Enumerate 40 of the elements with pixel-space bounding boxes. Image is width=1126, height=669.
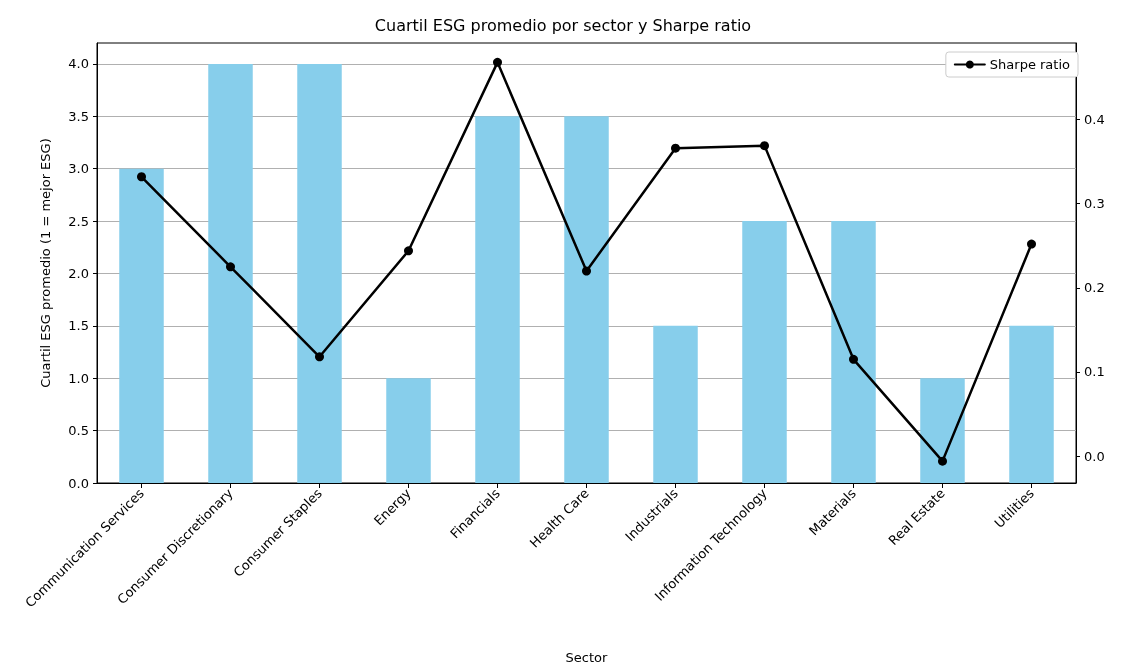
bar (653, 325, 698, 483)
bar (1009, 325, 1054, 483)
y-axis-title: Cuartil ESG promedio (1 = mejor ESG) (38, 138, 53, 388)
y2-tick-label: 0.3 (1084, 196, 1105, 212)
point (938, 456, 947, 466)
y2-tick-label: 0.1 (1084, 364, 1105, 380)
point (671, 143, 680, 153)
point (226, 262, 235, 272)
bar (742, 221, 787, 483)
x-axis-title: Sector (565, 650, 609, 665)
point (493, 57, 502, 67)
y2-tick-label: 0.4 (1084, 112, 1105, 128)
y-tick-label: 3.0 (68, 161, 89, 177)
y2-tick-label: 0.0 (1084, 448, 1105, 464)
point (315, 352, 324, 362)
y-tick-label: 0.0 (68, 475, 89, 491)
bar (831, 221, 876, 483)
legend-label: Sharpe ratio (989, 57, 1071, 72)
y-tick-label: 4.0 (68, 56, 89, 72)
y-tick-label: 1.5 (68, 318, 89, 334)
bar (297, 63, 342, 483)
y-tick-label: 2.5 (68, 213, 89, 229)
bar (564, 116, 609, 483)
point (1027, 239, 1036, 249)
point (404, 246, 413, 256)
y-tick-label: 0.5 (68, 423, 89, 439)
point (582, 266, 591, 276)
chart-title: Cuartil ESG promedio por sector y Sharpe ratio (374, 15, 752, 35)
bar (119, 168, 164, 483)
y-tick-label: 3.5 (68, 108, 89, 124)
bar (920, 378, 965, 483)
point (137, 172, 146, 182)
y-tick-label: 1.0 (68, 370, 89, 386)
bar (475, 116, 520, 483)
point (849, 354, 858, 364)
y2-tick-label: 0.2 (1084, 280, 1105, 296)
bar (208, 63, 253, 483)
point (760, 141, 769, 151)
y-tick-label: 2.0 (68, 265, 89, 281)
bar (386, 378, 431, 483)
